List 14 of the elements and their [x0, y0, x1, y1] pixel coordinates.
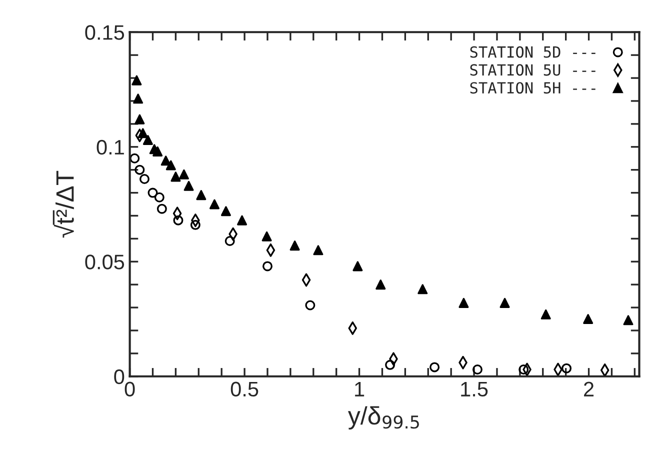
legend-label: STATION 5U --- — [470, 64, 596, 76]
x-tick-label: 1 — [355, 382, 364, 396]
y-tick-label: 0.05 — [85, 254, 124, 270]
legend-label: STATION 5D --- — [470, 46, 596, 58]
x-tick-label: 0 — [124, 382, 135, 397]
y-tick-label: 0.15 — [85, 25, 124, 40]
legend-label: STATION 5H --- — [470, 82, 596, 94]
x-tick-label: 0.5 — [230, 382, 258, 397]
x-tick-label: 2 — [584, 382, 594, 396]
y-tick-label: 0.1 — [96, 140, 124, 155]
y-axis-title: √t̅²/ΔT — [52, 170, 74, 238]
x-axis-title: y/δ$_{99.5}$ — [348, 406, 419, 430]
x-tick-label: 1.5 — [461, 382, 488, 397]
y-tick-label: 0 — [114, 369, 124, 384]
